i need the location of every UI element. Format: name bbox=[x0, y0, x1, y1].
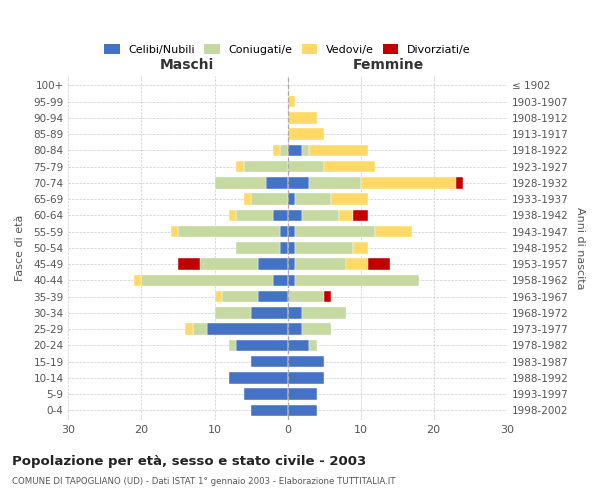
Bar bbox=[244, 161, 287, 172]
Bar bbox=[295, 226, 375, 237]
Bar bbox=[455, 177, 463, 188]
Bar bbox=[361, 177, 455, 188]
Bar bbox=[185, 324, 193, 335]
Bar bbox=[324, 161, 375, 172]
Bar bbox=[287, 177, 310, 188]
Bar bbox=[259, 291, 287, 302]
Bar bbox=[287, 404, 317, 416]
Text: COMUNE DI TAPOGLIANO (UD) - Dati ISTAT 1° gennaio 2003 - Elaborazione TUTTITALIA: COMUNE DI TAPOGLIANO (UD) - Dati ISTAT 1… bbox=[12, 476, 395, 486]
Bar bbox=[229, 210, 236, 221]
Bar bbox=[295, 242, 353, 254]
Bar bbox=[302, 307, 346, 318]
Bar bbox=[331, 194, 368, 205]
Bar bbox=[310, 177, 361, 188]
Bar bbox=[236, 242, 280, 254]
Bar bbox=[244, 194, 251, 205]
Bar bbox=[236, 210, 273, 221]
Bar bbox=[229, 340, 236, 351]
Bar bbox=[339, 210, 353, 221]
Text: Maschi: Maschi bbox=[160, 58, 214, 72]
Legend: Celibi/Nubili, Coniugati/e, Vedovi/e, Divorziati/e: Celibi/Nubili, Coniugati/e, Vedovi/e, Di… bbox=[100, 40, 475, 60]
Bar bbox=[244, 388, 287, 400]
Bar bbox=[251, 194, 287, 205]
Bar bbox=[287, 258, 295, 270]
Bar bbox=[273, 274, 287, 286]
Bar bbox=[280, 226, 287, 237]
Bar bbox=[295, 194, 331, 205]
Bar bbox=[215, 307, 251, 318]
Bar bbox=[236, 340, 287, 351]
Bar bbox=[302, 144, 310, 156]
Bar bbox=[178, 226, 280, 237]
Bar bbox=[273, 144, 280, 156]
Bar bbox=[251, 404, 287, 416]
Bar bbox=[346, 258, 368, 270]
Bar bbox=[287, 307, 302, 318]
Bar bbox=[287, 144, 302, 156]
Bar bbox=[287, 210, 302, 221]
Bar bbox=[142, 274, 273, 286]
Bar bbox=[310, 340, 317, 351]
Bar bbox=[287, 356, 324, 368]
Bar bbox=[236, 161, 244, 172]
Bar bbox=[229, 372, 287, 384]
Text: Femmine: Femmine bbox=[353, 58, 424, 72]
Bar bbox=[171, 226, 178, 237]
Bar bbox=[287, 340, 310, 351]
Bar bbox=[287, 372, 324, 384]
Bar bbox=[273, 210, 287, 221]
Bar bbox=[302, 324, 331, 335]
Bar bbox=[287, 161, 324, 172]
Bar bbox=[193, 324, 207, 335]
Bar bbox=[287, 194, 295, 205]
Bar bbox=[375, 226, 412, 237]
Bar bbox=[295, 258, 346, 270]
Bar bbox=[222, 291, 259, 302]
Bar bbox=[324, 291, 331, 302]
Bar bbox=[353, 242, 368, 254]
Bar bbox=[368, 258, 390, 270]
Bar bbox=[287, 96, 295, 108]
Bar bbox=[251, 307, 287, 318]
Bar bbox=[280, 242, 287, 254]
Bar bbox=[287, 242, 295, 254]
Bar bbox=[287, 324, 302, 335]
Bar bbox=[134, 274, 142, 286]
Text: Popolazione per età, sesso e stato civile - 2003: Popolazione per età, sesso e stato civil… bbox=[12, 455, 366, 468]
Bar bbox=[215, 291, 222, 302]
Bar bbox=[251, 356, 287, 368]
Bar bbox=[310, 144, 368, 156]
Bar bbox=[287, 226, 295, 237]
Bar bbox=[280, 144, 287, 156]
Bar bbox=[287, 112, 317, 124]
Bar bbox=[215, 177, 266, 188]
Bar bbox=[259, 258, 287, 270]
Bar bbox=[353, 210, 368, 221]
Bar bbox=[287, 128, 324, 140]
Bar bbox=[302, 210, 339, 221]
Bar bbox=[287, 274, 295, 286]
Y-axis label: Fasce di età: Fasce di età bbox=[15, 214, 25, 281]
Bar bbox=[200, 258, 259, 270]
Bar bbox=[178, 258, 200, 270]
Bar bbox=[295, 274, 419, 286]
Y-axis label: Anni di nascita: Anni di nascita bbox=[575, 206, 585, 289]
Bar bbox=[287, 388, 317, 400]
Bar bbox=[266, 177, 287, 188]
Bar bbox=[287, 291, 324, 302]
Bar bbox=[207, 324, 287, 335]
